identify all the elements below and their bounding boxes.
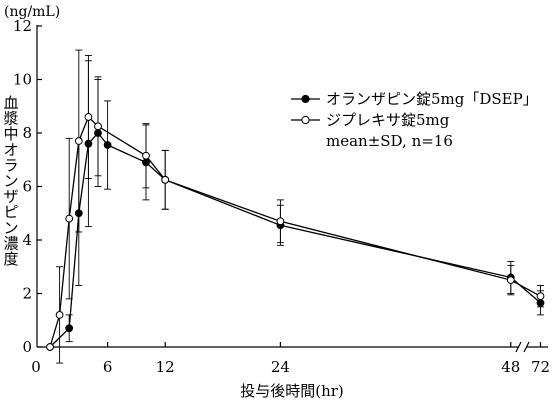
data-point — [74, 137, 83, 145]
y-axis-title-char: ピ — [3, 203, 18, 221]
y-axis-title-char: 中 — [3, 125, 18, 143]
y-tick-label: 8 — [22, 124, 32, 142]
data-point — [65, 214, 74, 223]
x-tick-label: 6 — [103, 358, 113, 376]
data-point — [276, 217, 285, 226]
data-point — [46, 343, 54, 351]
series-line — [49, 131, 541, 348]
data-point — [65, 324, 74, 333]
series-zyprexa — [46, 49, 545, 364]
legend-label-dsep: オランザピン錠5mg「DSEP」 — [326, 90, 538, 108]
legend-marker-zyprexa — [301, 115, 310, 125]
x-tick-label: 72 — [531, 358, 550, 376]
y-tick-label: 0 — [22, 338, 32, 356]
y-axis-title-char: ン — [3, 219, 18, 237]
x-tick-label: 24 — [271, 358, 290, 376]
x-axis-break-mark — [523, 341, 530, 353]
data-point — [94, 122, 102, 131]
y-axis-title-char: 血 — [3, 94, 18, 112]
x-axis-break-mark — [515, 341, 522, 353]
legend-marker-dsep — [301, 94, 310, 104]
y-axis-title-char: 漿 — [3, 110, 18, 128]
legend-note: mean±SD, n=16 — [326, 132, 453, 150]
y-axis-title-char: 濃 — [3, 234, 18, 252]
y-axis-title-char: オ — [3, 141, 18, 159]
y-tick-label: 10 — [13, 71, 32, 89]
y-tick-label: 2 — [22, 285, 32, 303]
y-axis-title-char: ザ — [3, 188, 18, 206]
x-tick-label: 0 — [31, 358, 41, 376]
y-tick-label: 12 — [13, 17, 32, 35]
legend-label-zyprexa: ジプレキサ錠5mg — [326, 111, 450, 129]
y-unit-label: (ng/mL) — [4, 4, 60, 20]
data-point — [103, 141, 112, 149]
data-point — [536, 292, 545, 301]
data-point — [84, 113, 93, 121]
data-point — [506, 276, 515, 285]
y-axis-title-char: 度 — [3, 250, 18, 268]
data-point — [55, 311, 64, 319]
x-axis-title: 投与後時間(hr) — [240, 382, 344, 400]
y-axis-title-char: ラ — [3, 156, 18, 174]
y-tick-label: 6 — [22, 178, 32, 196]
y-tick-label: 4 — [22, 231, 32, 249]
series-layer — [46, 49, 545, 364]
x-tick-label: 12 — [156, 358, 175, 376]
data-point — [161, 175, 170, 184]
legend: オランザピン錠5mg「DSEP」 ジプレキサ錠5mg mean±SD, n=16 — [291, 90, 538, 150]
x-tick-label: 48 — [501, 358, 520, 376]
y-axis-title-char: ン — [3, 172, 18, 190]
data-point — [142, 151, 150, 160]
series-line — [49, 115, 541, 348]
